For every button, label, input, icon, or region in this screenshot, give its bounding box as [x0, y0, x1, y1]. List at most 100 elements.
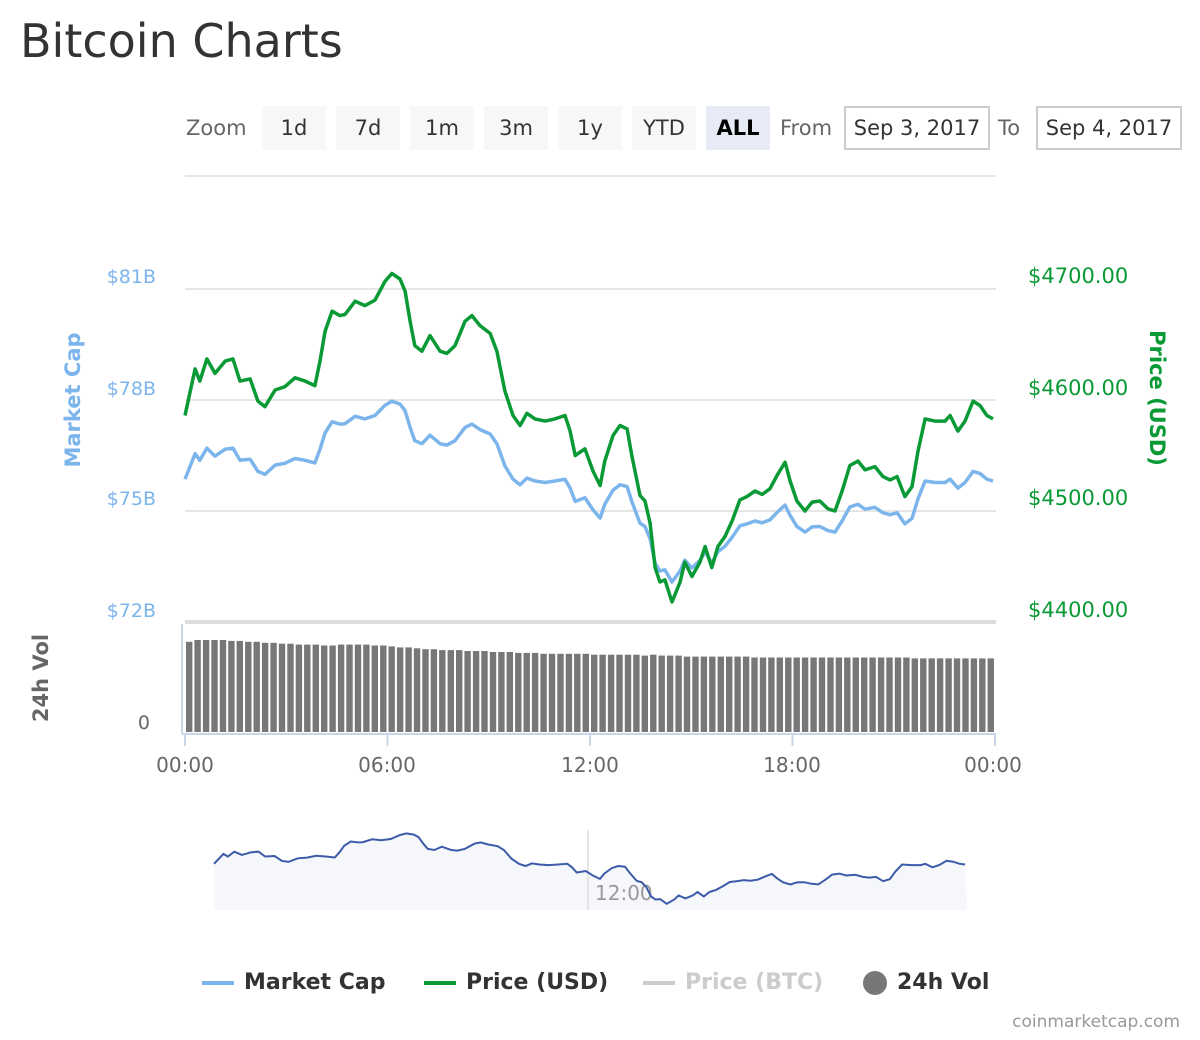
- volume-bar: [936, 658, 944, 732]
- to-date-input[interactable]: [1036, 106, 1182, 150]
- legend-item-price-usd[interactable]: Price (USD): [424, 970, 608, 995]
- volume-bars: [186, 640, 994, 732]
- legend-item-market-cap[interactable]: Market Cap: [202, 970, 385, 995]
- volume-bar: [304, 644, 311, 732]
- legend-circle-icon: [863, 970, 887, 995]
- to-label: To: [998, 116, 1021, 140]
- volume-bar: [439, 650, 446, 732]
- left-tick-label: $72B: [107, 600, 156, 622]
- volume-bar: [776, 657, 783, 732]
- volume-bar: [962, 658, 969, 732]
- left-tick-label: $78B: [107, 378, 156, 400]
- volume-bar: [464, 651, 471, 732]
- volume-bar: [270, 642, 277, 732]
- navigator[interactable]: 12:00: [213, 830, 967, 910]
- market-cap-series-line: [183, 399, 994, 584]
- volume-bar: [928, 658, 935, 732]
- volume-bar: [548, 653, 556, 732]
- zoom-label: Zoom: [186, 116, 247, 140]
- x-axis-ticks: [184, 734, 996, 746]
- volume-bar: [599, 654, 606, 732]
- volume-bar: [970, 658, 978, 732]
- legend-line-icon: [424, 980, 456, 985]
- left-axis-title: Market Cap: [61, 332, 85, 467]
- legend-item-price-btc[interactable]: Price (BTC): [643, 970, 823, 995]
- volume-bar: [245, 641, 252, 732]
- volume-bar: [321, 645, 328, 732]
- volume-bar: [886, 657, 893, 732]
- credits-link[interactable]: coinmarketcap.com: [1012, 1012, 1180, 1032]
- volume-bar: [920, 658, 927, 732]
- volume-bar: [768, 657, 775, 732]
- volume-bar: [903, 657, 910, 732]
- volume-bar: [337, 644, 345, 732]
- volume-bar: [202, 640, 210, 732]
- volume-bar: [481, 651, 488, 732]
- volume-bar: [911, 658, 918, 732]
- volume-bar: [844, 657, 851, 732]
- volume-bar: [785, 657, 792, 732]
- right-tick-label: $4400.00: [1028, 598, 1128, 622]
- volume-bar: [582, 653, 589, 732]
- volume-bar: [456, 650, 463, 732]
- volume-bar: [869, 657, 876, 732]
- volume-bar: [861, 657, 868, 732]
- volume-bar: [987, 658, 994, 732]
- volume-bar: [827, 657, 834, 732]
- from-label: From: [780, 116, 833, 140]
- volume-bar: [489, 652, 497, 732]
- zoom-7d-button[interactable]: 7d: [336, 106, 400, 150]
- zoom-ytd-button[interactable]: YTD: [632, 106, 696, 150]
- left-tick-label: $75B: [107, 488, 156, 510]
- volume-bar: [506, 652, 513, 732]
- volume-bar: [734, 656, 741, 732]
- price-usd-series-line: [183, 271, 994, 604]
- zoom-1y-button[interactable]: 1y: [558, 106, 622, 150]
- volume-bar: [211, 640, 218, 732]
- zoom-3m-button[interactable]: 3m: [484, 106, 548, 150]
- legend: Market Cap Price (USD) Price (BTC) 24h V…: [0, 970, 1200, 1004]
- legend-line-icon: [202, 980, 234, 985]
- volume-bar: [228, 640, 235, 732]
- legend-item-24h-vol[interactable]: 24h Vol: [863, 970, 989, 995]
- volume-bar: [354, 644, 362, 732]
- volume-bar: [515, 652, 522, 732]
- volume-bar: [287, 643, 294, 732]
- zoom-all-button[interactable]: ALL: [706, 106, 770, 150]
- legend-label: Price (USD): [466, 970, 609, 995]
- volume-bar: [405, 647, 412, 732]
- right-tick-label: $4600.00: [1028, 376, 1128, 400]
- volume-bar: [186, 641, 193, 732]
- zoom-1m-button[interactable]: 1m: [410, 106, 474, 150]
- volume-zero-tick: 0: [138, 712, 150, 734]
- volume-bar: [979, 658, 986, 732]
- volume-bar: [430, 649, 438, 732]
- volume-bar: [396, 647, 404, 732]
- legend-label: Market Cap: [244, 970, 386, 995]
- volume-bar: [422, 649, 429, 732]
- volume-bar: [413, 648, 421, 732]
- page-title: Bitcoin Charts: [20, 14, 343, 68]
- volume-bar: [346, 644, 353, 732]
- volume-bar: [751, 657, 758, 732]
- right-tick-label: $4700.00: [1028, 264, 1128, 288]
- zoom-1d-button[interactable]: 1d: [262, 106, 326, 150]
- volume-bar: [380, 645, 387, 732]
- volume-bar: [329, 645, 336, 732]
- volume-bar: [624, 654, 632, 732]
- navigator-series-line: [213, 832, 966, 905]
- from-date-input[interactable]: [844, 106, 990, 150]
- x-tick-label: 06:00: [358, 753, 416, 777]
- volume-bar: [472, 651, 480, 732]
- volume-bar: [726, 656, 733, 732]
- volume-bar: [607, 654, 615, 732]
- volume-bar: [852, 657, 859, 732]
- volume-axis-title: 24h Vol: [29, 634, 53, 722]
- legend-line-icon: [643, 980, 675, 985]
- legend-label: 24h Vol: [897, 970, 990, 995]
- volume-bar: [278, 643, 286, 732]
- volume-bar: [540, 653, 547, 732]
- right-tick-label: $4500.00: [1028, 486, 1128, 510]
- volume-bar: [219, 640, 227, 732]
